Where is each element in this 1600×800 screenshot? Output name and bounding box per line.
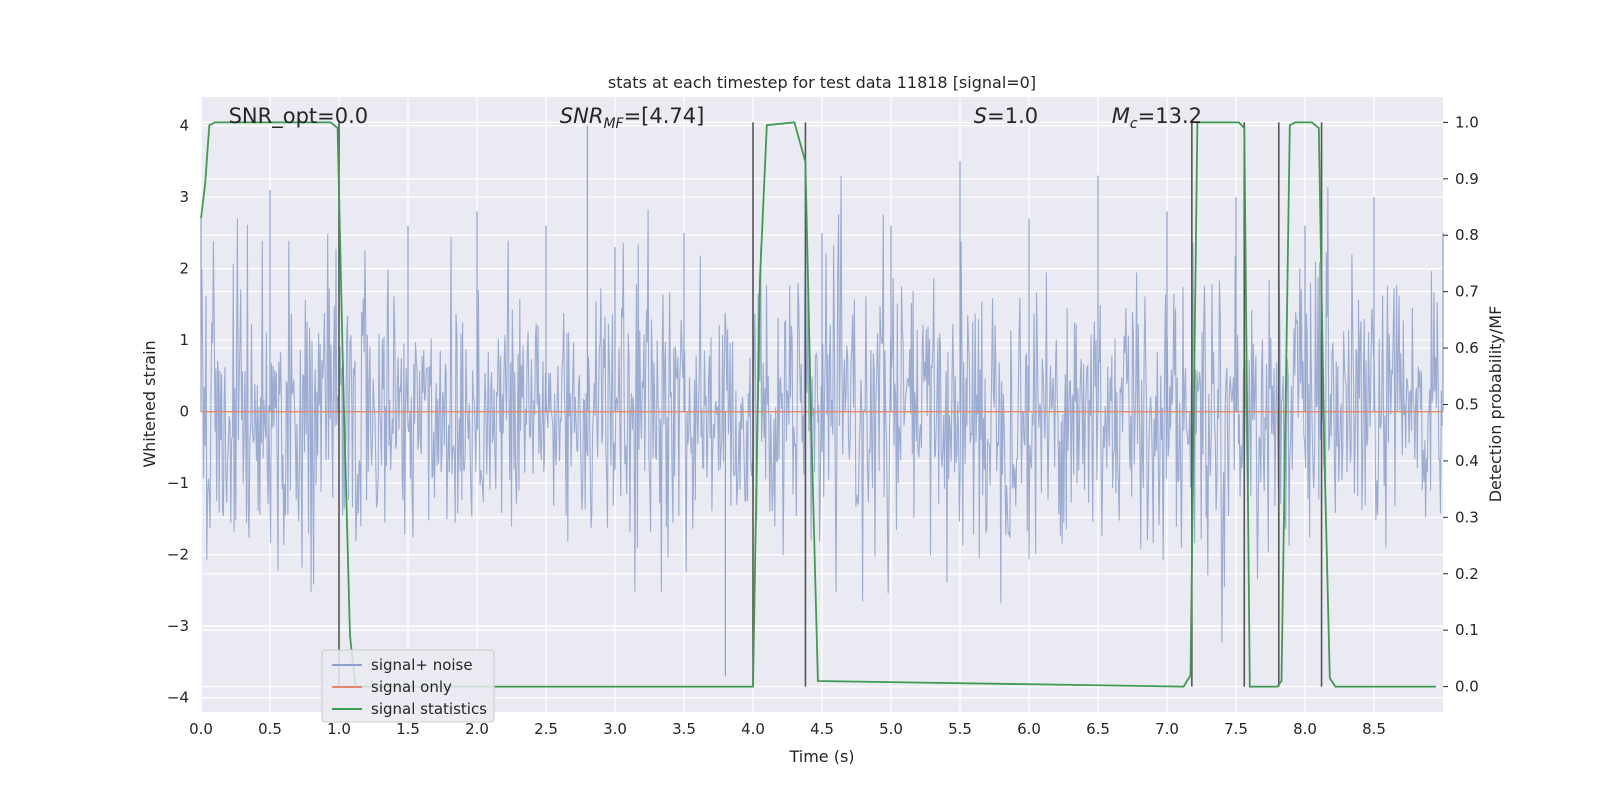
y-axis-title-right: Detection probability/MF [1486,306,1505,503]
y-tick-label-right: 0.8 [1455,226,1479,244]
x-tick-label: 5.5 [948,720,972,738]
x-tick-label: 4.0 [741,720,765,738]
x-tick-label: 2.0 [465,720,489,738]
plot-content [200,121,1444,688]
y-tick-label-left: −2 [167,546,189,564]
x-tick-label: 6.0 [1017,720,1041,738]
x-tick-label: 1.5 [396,720,420,738]
y-tick-label-right: 0.7 [1455,283,1479,301]
x-tick-label: 6.5 [1086,720,1110,738]
x-tick-label: 4.5 [810,720,834,738]
x-tick-label: 1.0 [327,720,351,738]
annotation: Mc=13.2 [1112,104,1202,132]
y-tick-label-right: 0.5 [1455,396,1479,414]
y-tick-label-right: 0.6 [1455,339,1479,357]
y-tick-label-right: 0.4 [1455,452,1479,470]
legend-box [321,649,495,723]
y-tick-label-left: 2 [179,260,189,278]
y-tick-label-right: 0.9 [1455,170,1479,188]
annotation: SNRMF=[4.74] [560,104,705,132]
y-tick-label-right: 0.3 [1455,508,1479,526]
y-tick-label-left: 0 [179,403,189,421]
y-tick-label-right: 0.2 [1455,565,1479,583]
y-tick-label-left: −3 [167,617,189,635]
y-tick-label-right: 1.0 [1455,113,1479,131]
x-tick-label: 3.5 [672,720,696,738]
legend-label: signal only [371,678,452,696]
x-tick-label: 2.5 [534,720,558,738]
y-tick-label-left: 3 [179,188,189,206]
y-tick-label-left: 4 [179,117,189,135]
x-tick-label: 0.0 [189,720,213,738]
annotations: SNR_opt=0.0 SNRMF=[4.74] S=1.0 Mc=13.2 [229,104,1202,132]
x-tick-label: 5.0 [879,720,903,738]
y-tick-label-right: 0.1 [1455,621,1479,639]
y-tick-label-right: 0.0 [1455,678,1479,696]
y-tick-label-left: −1 [167,474,189,492]
annotation: S=1.0 [974,104,1038,128]
y-axis-title-left: Whitened strain [140,340,159,467]
x-tick-label: 0.5 [258,720,282,738]
x-tick-label: 7.5 [1224,720,1248,738]
x-tick-label: 8.0 [1293,720,1317,738]
x-tick-label: 7.0 [1155,720,1179,738]
chart-title: stats at each timestep for test data 118… [608,73,1036,92]
y-tick-label-left: 1 [179,331,189,349]
axes-labels: 0.0 0.5 1.0 1.5 2.0 2.5 3.0 3.5 4.0 4.5 5.0 5.5 6.0 6… [167,113,1479,738]
legend: signal+ noise signal only signal statistic… [321,649,495,723]
legend-label: signal+ noise [371,656,473,674]
x-tick-label: 8.5 [1362,720,1386,738]
legend-label: signal statistics [371,700,487,718]
series-signal-statistics [200,121,1437,688]
y-tick-label-left: −4 [167,689,189,707]
x-axis-title: Time (s) [788,747,854,766]
annotation: SNR_opt=0.0 [229,104,369,129]
x-tick-label: 3.0 [603,720,627,738]
